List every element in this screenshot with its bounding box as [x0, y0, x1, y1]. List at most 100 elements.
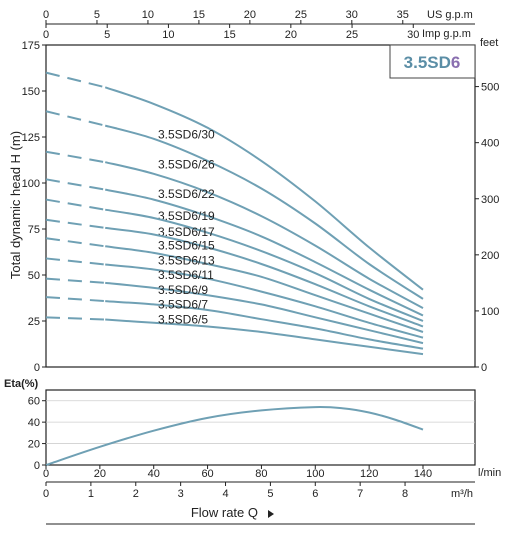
efficiency-y-ticks: 0 20 40 60 — [28, 396, 46, 472]
feet-tick-label: 100 — [481, 306, 499, 318]
m3h-tick-label: 6 — [312, 488, 318, 500]
head-curve-dashed — [45, 316, 106, 321]
head-curve-label: 3.5SD6/13 — [158, 253, 215, 267]
us-gpm-tick-label: 0 — [43, 9, 49, 21]
imp-gpm-tick-label: 10 — [162, 29, 174, 41]
us-gpm-tick-label: 10 — [142, 9, 154, 21]
flow-rate-label: Flow rate Q — [191, 505, 258, 520]
flow-rate-title: Flow rate Q — [191, 505, 274, 520]
head-y-tick-label: 0 — [34, 362, 40, 374]
eff-y-tick-label: 40 — [28, 417, 40, 429]
head-curve-dashed — [45, 110, 106, 127]
head-curve-dashed — [45, 237, 106, 248]
efficiency-grid — [46, 400, 475, 444]
us-gpm-tick-label: 5 — [94, 9, 100, 21]
head-curve-dashed — [45, 178, 106, 191]
head-plot: 0 25 50 75 100 125 150 175 0 100 200 300 400 500 fee… — [8, 37, 499, 374]
head-curves: 3.5SD6/30 3.5SD6/26 3.5SD6/22 3.5SD6/19 3.5S… — [45, 71, 424, 356]
head-y-tick-label: 150 — [22, 86, 40, 98]
feet-tick-label: 300 — [481, 194, 499, 206]
head-y-ticks-right: 0 100 200 300 400 500 — [475, 82, 499, 374]
us-gpm-tick-label: 35 — [397, 9, 409, 21]
lmin-tick-label: 80 — [255, 468, 267, 480]
head-curve-label: 3.5SD6/26 — [158, 158, 215, 172]
head-y-tick-label: 100 — [22, 178, 40, 190]
efficiency-plot-frame — [45, 389, 476, 466]
us-gpm-unit: US g.p.m — [427, 9, 473, 21]
feet-tick-label: 200 — [481, 250, 499, 262]
efficiency-curve — [45, 406, 424, 466]
head-curve-dashed — [45, 218, 106, 229]
lmin-tick-label: 60 — [201, 468, 213, 480]
head-y-tick-label: 25 — [28, 316, 40, 328]
m3h-ticks: 0 1 2 3 4 5 6 7 8 — [43, 482, 408, 500]
head-curve-dashed — [45, 71, 106, 89]
imp-gpm-tick-label: 0 — [43, 29, 49, 41]
us-gpm-tick-label: 15 — [193, 9, 205, 21]
head-curve-label: 3.5SD6/15 — [158, 239, 215, 253]
imp-gpm-tick-label: 25 — [346, 29, 358, 41]
m3h-tick-label: 7 — [357, 488, 363, 500]
model-badge-prefix: 3.5SD — [404, 53, 451, 72]
model-badge-box — [389, 44, 476, 79]
lmin-tick-label: 0 — [43, 468, 49, 480]
us-gpm-tick-label: 20 — [244, 9, 256, 21]
head-plot-frame — [45, 44, 476, 368]
head-curve-dashed — [45, 198, 106, 211]
head-curve-label: 3.5SD6/17 — [158, 225, 215, 239]
lmin-tick-label: 120 — [360, 468, 378, 480]
imp-gpm-ticks: 0 5 10 15 20 25 30 — [43, 24, 419, 41]
model-badge-suffix: 6 — [451, 53, 460, 72]
model-badge-text: 3.5SD6 — [404, 53, 461, 72]
head-curve-solid — [104, 188, 424, 317]
head-curve-dashed — [45, 257, 106, 266]
m3h-tick-label: 2 — [133, 488, 139, 500]
feet-unit: feet — [480, 37, 498, 49]
feet-tick-label: 400 — [481, 138, 499, 150]
head-y-tick-label: 75 — [28, 224, 40, 236]
imp-gpm-tick-label: 15 — [224, 29, 236, 41]
head-curve-solid — [105, 208, 424, 322]
head-curve-label: 3.5SD6/11 — [158, 268, 214, 282]
m3h-tick-label: 0 — [43, 488, 49, 500]
head-y-ticks-left: 0 25 50 75 100 125 150 175 — [22, 40, 46, 374]
eff-y-tick-label: 0 — [34, 460, 40, 472]
head-curve-solid — [105, 300, 424, 350]
lmin-unit: l/min — [478, 467, 501, 479]
flow-rate-arrow — [268, 510, 274, 518]
head-y-tick-label: 175 — [22, 40, 40, 52]
imp-gpm-tick-label: 30 — [407, 29, 419, 41]
head-curve-label: 3.5SD6/7 — [158, 298, 208, 312]
lmin-tick-label: 20 — [94, 468, 106, 480]
m3h-tick-label: 1 — [88, 488, 94, 500]
head-curve-solid — [105, 281, 424, 345]
m3h-tick-label: 4 — [222, 488, 228, 500]
efficiency-plot: Eta(%) 0 20 40 60 — [4, 378, 476, 472]
efficiency-y-label: Eta(%) — [4, 378, 39, 390]
head-curve-solid — [105, 245, 424, 333]
head-curve-solid — [105, 263, 424, 339]
imp-gpm-unit: Imp g.p.m — [422, 28, 471, 40]
head-y-tick-label: 125 — [22, 132, 40, 144]
head-curve-solid — [105, 226, 424, 328]
top-flow-axes: 0 5 10 15 20 25 30 35 US g.p.m 0 5 10 15 20 25 30 Imp… — [43, 9, 475, 41]
head-curve-dashed — [45, 150, 106, 164]
head-curve-solid — [104, 86, 424, 291]
us-gpm-tick-label: 30 — [346, 9, 358, 21]
m3h-tick-label: 3 — [178, 488, 184, 500]
head-curve-dashed — [45, 277, 106, 284]
us-gpm-tick-label: 25 — [295, 9, 307, 21]
lmin-tick-label: 100 — [306, 468, 324, 480]
head-curve-label: 3.5SD6/5 — [158, 312, 208, 326]
eff-y-tick-label: 60 — [28, 396, 40, 408]
us-gpm-ticks: 0 5 10 15 20 25 30 35 — [43, 9, 409, 24]
lmin-tick-label: 140 — [414, 468, 432, 480]
imp-gpm-tick-label: 20 — [285, 29, 297, 41]
feet-tick-label: 500 — [481, 82, 499, 94]
head-curve-label: 3.5SD6/19 — [158, 209, 215, 223]
m3h-tick-label: 5 — [267, 488, 273, 500]
head-y-axis-label: Total dynamic head H (m) — [8, 131, 23, 279]
m3h-unit: m³/h — [451, 488, 473, 500]
